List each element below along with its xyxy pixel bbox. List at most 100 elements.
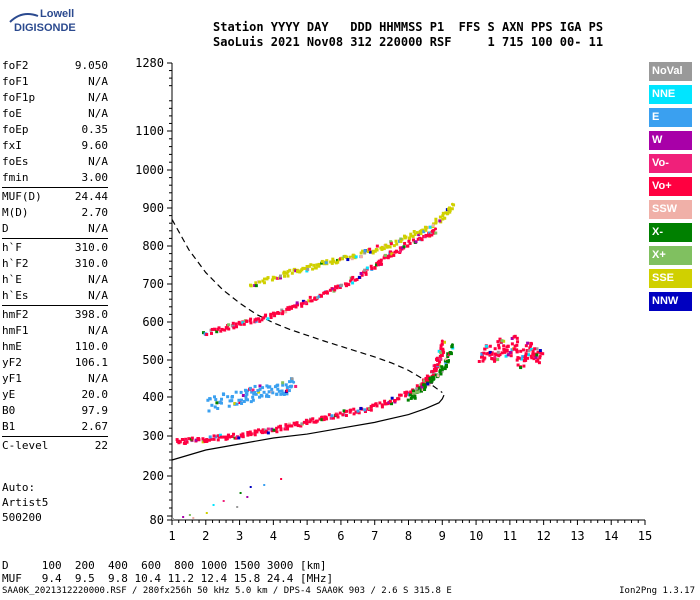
echo-point <box>448 208 452 212</box>
echo-point <box>534 356 538 360</box>
echo-point <box>428 377 432 381</box>
echo-point <box>319 294 323 298</box>
echo-point <box>302 420 306 424</box>
echo-point <box>318 417 322 421</box>
echo-point <box>257 390 261 394</box>
echo-point <box>181 438 185 442</box>
echo-point <box>227 323 231 327</box>
echo-point <box>301 266 305 270</box>
echo-point <box>305 419 309 423</box>
echo-point <box>347 283 351 287</box>
param-row: fxI 9.60 <box>2 138 108 154</box>
echo-point <box>409 390 413 394</box>
echo-point <box>175 438 179 442</box>
echo-point <box>527 353 531 357</box>
echo-point <box>394 239 398 243</box>
low-echo-point <box>212 504 215 506</box>
echo-point <box>493 355 497 359</box>
echo-point <box>368 406 372 410</box>
scaled-parameters-panel: foF2 9.050 foF1 N/A foF1p N/A foE N/A foEp 0.35 fx… <box>2 58 108 454</box>
echo-point <box>316 296 320 300</box>
y-tick-label: 300 <box>142 429 164 443</box>
echo-point <box>426 375 430 379</box>
echo-point <box>505 349 509 353</box>
echo-point <box>541 352 545 356</box>
echo-point <box>526 356 530 360</box>
echo-point <box>506 344 510 348</box>
echo-point <box>281 381 285 385</box>
echo-point <box>434 217 438 221</box>
param-name: foEp <box>2 123 29 136</box>
param-row: B1 2.67 <box>2 419 108 435</box>
echo-point <box>490 351 494 355</box>
low-echo-point <box>280 478 283 480</box>
echo-point <box>502 344 506 348</box>
echo-point <box>246 389 250 393</box>
echo-point <box>201 437 205 441</box>
echo-point <box>384 255 388 259</box>
echo-point <box>376 263 380 267</box>
echo-point <box>276 383 280 387</box>
echo-point <box>424 228 428 232</box>
echo-point <box>439 372 443 376</box>
echo-point <box>364 271 368 275</box>
echo-point <box>380 262 384 266</box>
echo-point <box>438 219 442 223</box>
echo-point <box>249 433 253 437</box>
echo-point <box>317 295 321 299</box>
param-row: foF1 N/A <box>2 74 108 90</box>
y-tick-label: 600 <box>142 315 164 329</box>
echo-point <box>538 356 542 360</box>
echo-point <box>230 394 234 398</box>
echo-point <box>408 241 412 245</box>
param-value: 22 <box>94 439 108 452</box>
echo-point <box>412 229 416 233</box>
echo-point <box>290 384 294 388</box>
param-row: B0 97.9 <box>2 403 108 419</box>
param-row: hmF2 398.0 <box>2 307 108 323</box>
param-name: h`Es <box>2 289 29 302</box>
echo-point <box>529 344 533 348</box>
echo-point <box>422 230 426 234</box>
echo-point <box>423 383 427 387</box>
echo-point <box>419 232 423 236</box>
echo-point <box>523 356 527 360</box>
echo-point <box>216 406 220 410</box>
echo-point <box>253 429 257 433</box>
param-separator <box>2 305 108 306</box>
echo-point <box>317 262 321 266</box>
echo-point <box>238 401 242 405</box>
echo-point <box>308 295 312 299</box>
logo-line2: DIGISONDE <box>14 22 76 34</box>
echo-point <box>434 369 438 373</box>
echo-point <box>350 257 354 261</box>
echo-point <box>240 401 244 405</box>
echo-point <box>368 247 372 251</box>
param-name: yF2 <box>2 356 22 369</box>
echo-point <box>415 387 419 391</box>
echo-point <box>262 281 266 285</box>
echo-point <box>363 268 367 272</box>
muf-row: MUF 9.4 9.5 9.8 10.4 11.2 12.4 15.8 24.4… <box>2 572 334 585</box>
echo-point <box>482 351 486 355</box>
echo-point <box>524 354 528 358</box>
param-value: 3.00 <box>81 171 109 184</box>
echo-point <box>352 407 356 411</box>
echo-point <box>497 346 501 350</box>
echo-point <box>361 249 365 253</box>
echo-point <box>331 257 335 261</box>
echo-point <box>405 390 409 394</box>
echo-point <box>217 326 221 330</box>
legend-item-noval: NoVal <box>649 62 692 81</box>
echo-point <box>323 291 327 295</box>
echo-point <box>266 427 270 431</box>
trace-end-point <box>292 380 296 384</box>
echo-point <box>441 211 445 215</box>
echo-point <box>434 231 438 235</box>
echo-point <box>294 269 298 273</box>
echo-point <box>224 435 228 439</box>
echo-point <box>322 418 326 422</box>
echo-point <box>440 353 444 357</box>
echo-point <box>255 430 259 434</box>
param-name: hmF2 <box>2 308 29 321</box>
